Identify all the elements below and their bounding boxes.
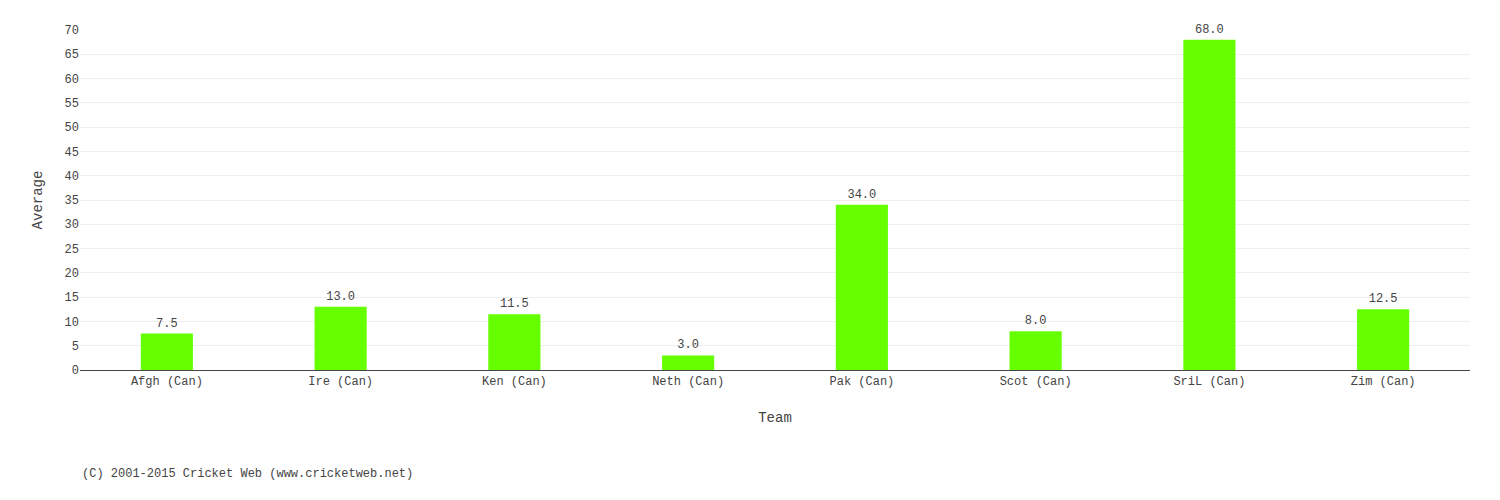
svg-text:SriL (Can): SriL (Can) [1173, 375, 1245, 389]
svg-text:10: 10 [65, 316, 79, 330]
svg-text:0: 0 [72, 364, 79, 378]
svg-text:60: 60 [65, 73, 79, 87]
svg-text:(C) 2001-2015 Cricket Web (www: (C) 2001-2015 Cricket Web (www.cricketwe… [82, 467, 413, 481]
svg-text:15: 15 [65, 291, 79, 305]
svg-text:Ire (Can): Ire (Can) [308, 375, 373, 389]
svg-text:Neth (Can): Neth (Can) [652, 375, 724, 389]
svg-text:Afgh (Can): Afgh (Can) [131, 375, 203, 389]
svg-text:40: 40 [65, 170, 79, 184]
svg-text:55: 55 [65, 97, 79, 111]
svg-text:Scot (Can): Scot (Can) [1000, 375, 1072, 389]
svg-text:12.5: 12.5 [1369, 292, 1398, 306]
svg-text:50: 50 [65, 121, 79, 135]
svg-text:13.0: 13.0 [326, 290, 355, 304]
svg-text:5: 5 [72, 340, 79, 354]
svg-text:68.0: 68.0 [1195, 23, 1224, 37]
svg-text:8.0: 8.0 [1025, 314, 1047, 328]
svg-text:70: 70 [65, 24, 79, 38]
svg-text:25: 25 [65, 243, 79, 257]
svg-text:34.0: 34.0 [847, 188, 876, 202]
svg-text:65: 65 [65, 48, 79, 62]
svg-text:45: 45 [65, 146, 79, 160]
svg-text:Average: Average [30, 171, 46, 230]
svg-text:7.5: 7.5 [156, 317, 178, 331]
svg-text:35: 35 [65, 194, 79, 208]
svg-text:Zim (Can): Zim (Can) [1351, 375, 1416, 389]
svg-text:11.5: 11.5 [500, 297, 529, 311]
svg-text:Team: Team [758, 410, 792, 426]
svg-text:30: 30 [65, 218, 79, 232]
svg-text:Pak (Can): Pak (Can) [829, 375, 894, 389]
svg-text:Ken (Can): Ken (Can) [482, 375, 547, 389]
svg-text:20: 20 [65, 267, 79, 281]
svg-text:3.0: 3.0 [677, 338, 699, 352]
